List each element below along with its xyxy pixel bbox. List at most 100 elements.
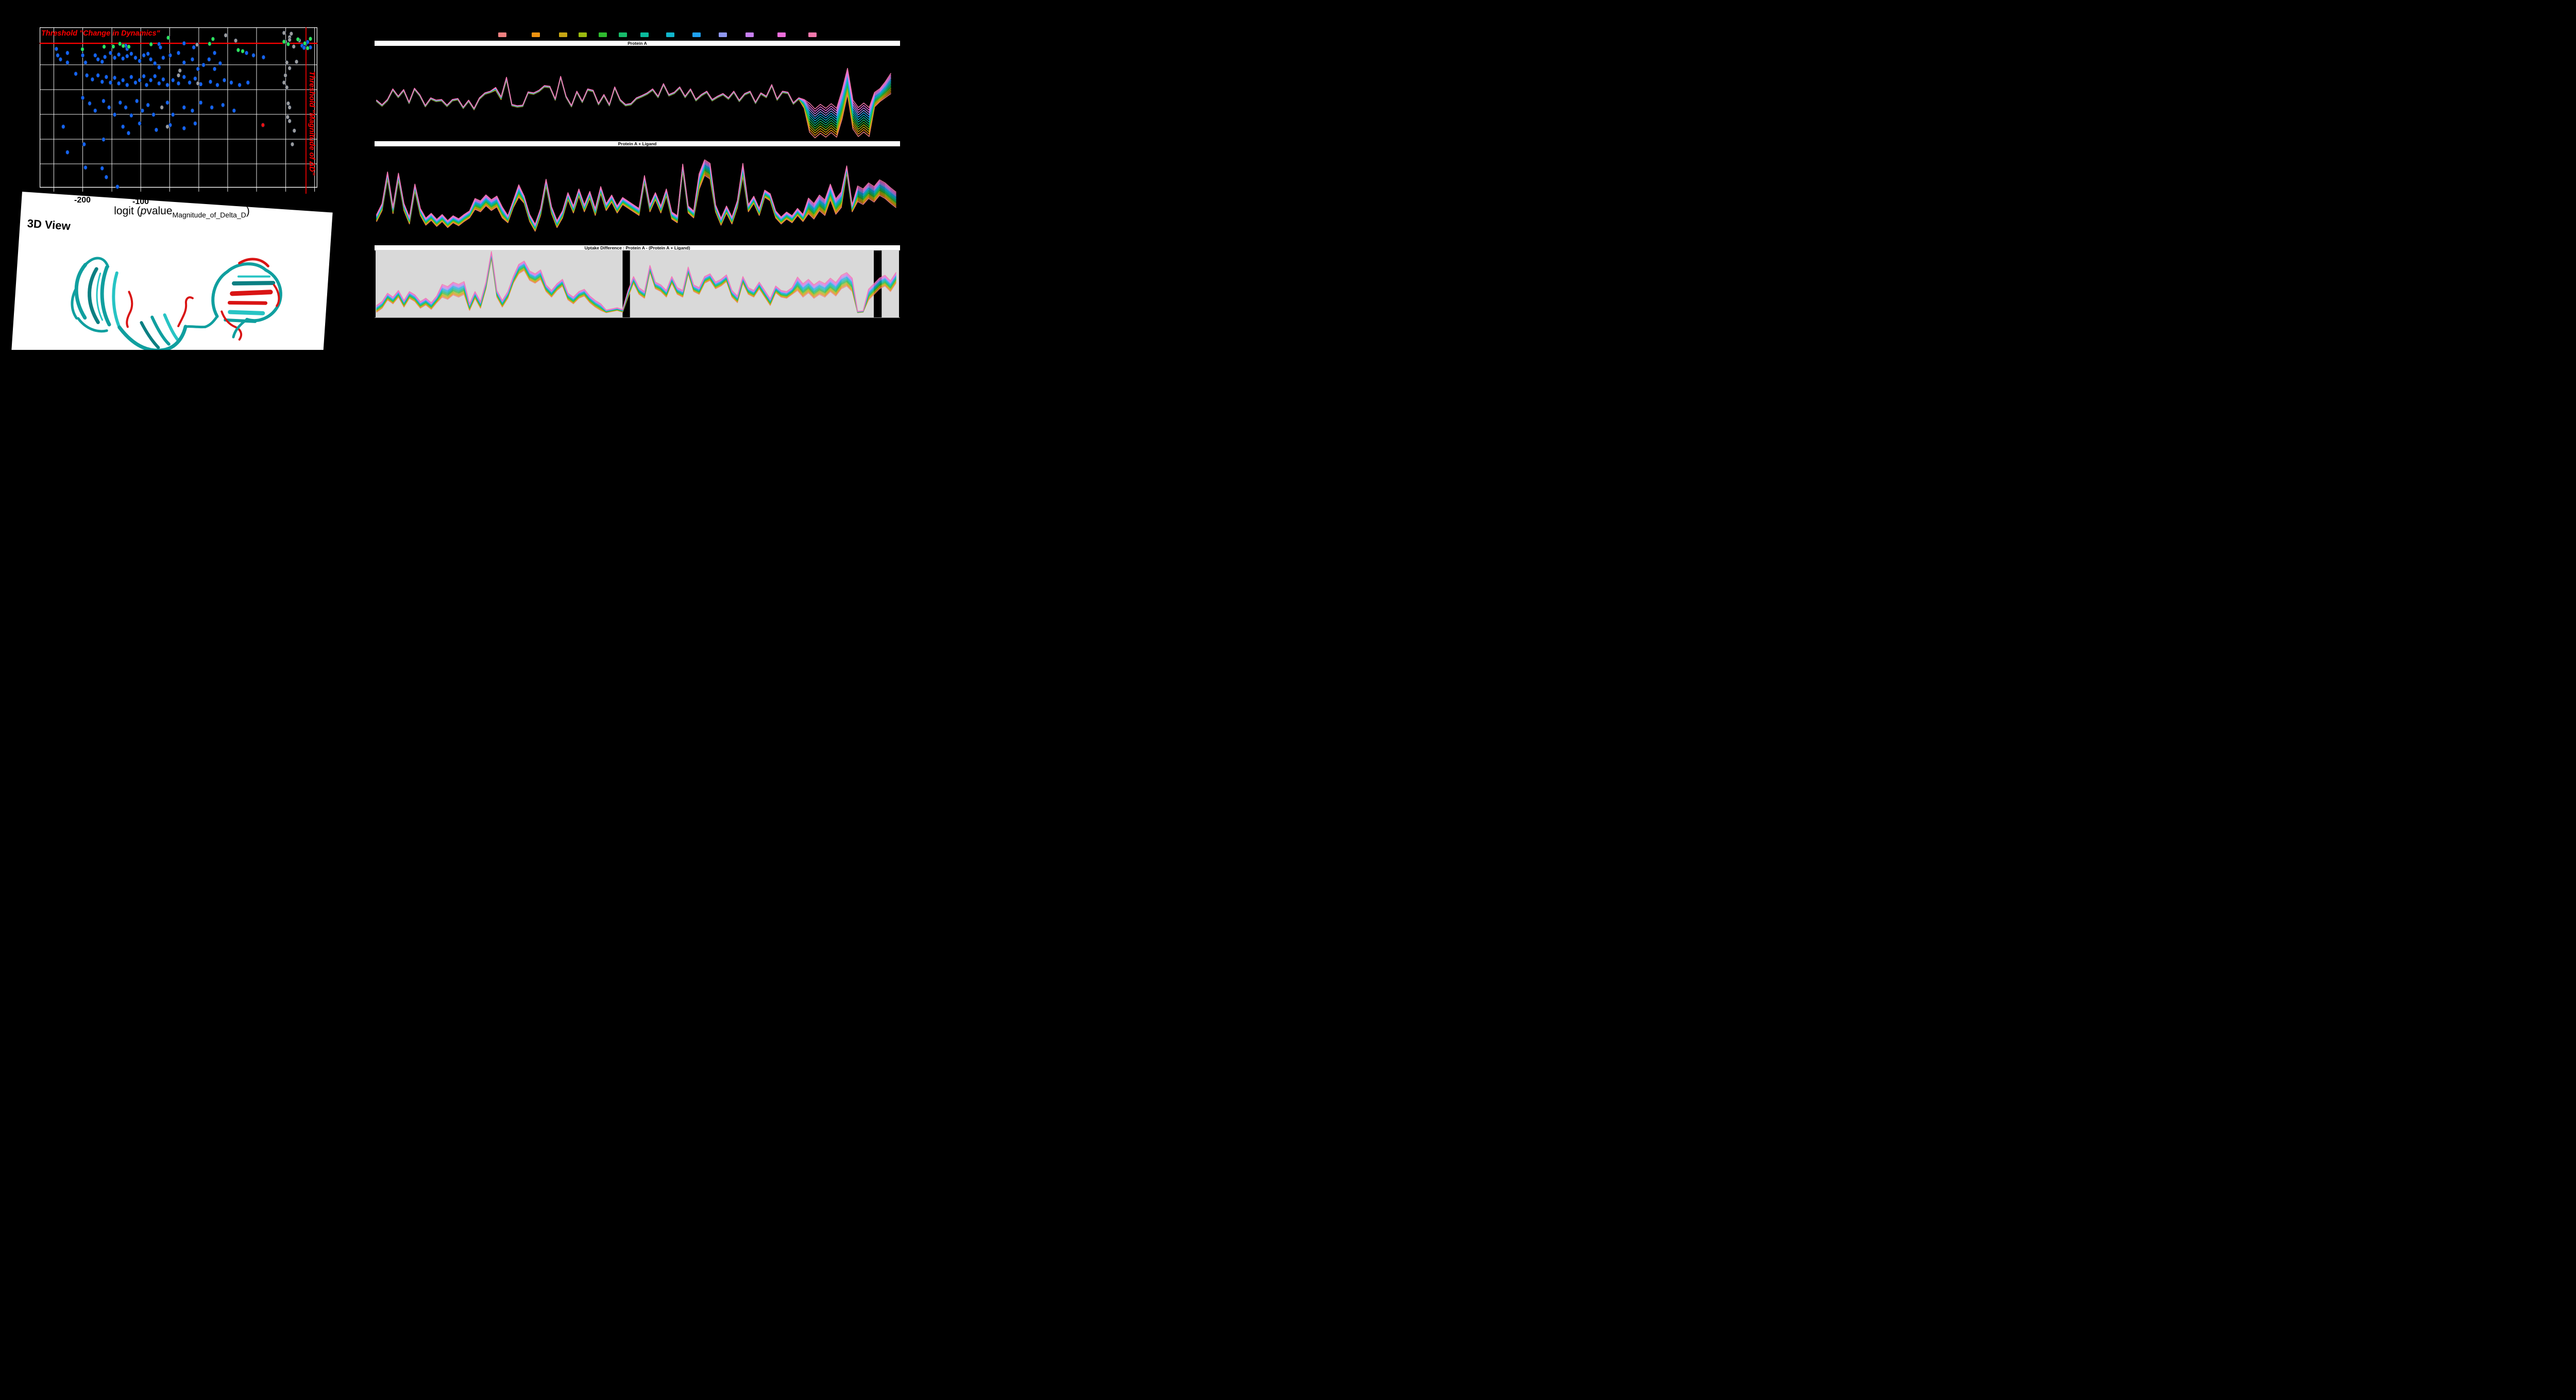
uptake-line-series-11[interactable] bbox=[376, 161, 896, 226]
scatter-point-blue[interactable] bbox=[251, 53, 256, 58]
scatter-point-gray[interactable] bbox=[233, 38, 238, 43]
legend-swatch-timepoint-12[interactable] bbox=[777, 32, 786, 37]
uptake-line-series-1[interactable] bbox=[376, 170, 896, 231]
uptake-line-series-2[interactable] bbox=[376, 170, 896, 231]
structure-viewer-card[interactable]: 3D View bbox=[10, 192, 333, 350]
scatter-point-blue[interactable] bbox=[61, 124, 65, 129]
scatter-point-blue[interactable] bbox=[129, 51, 133, 56]
scatter-point-blue[interactable] bbox=[142, 74, 146, 79]
scatter-point-green[interactable] bbox=[149, 42, 153, 47]
uptake-line-series-4[interactable] bbox=[376, 168, 896, 230]
uptake-line-series-12[interactable] bbox=[376, 70, 891, 112]
scatter-point-gray[interactable] bbox=[294, 59, 299, 64]
legend-swatch-timepoint-8[interactable] bbox=[666, 32, 674, 37]
scatter-point-blue[interactable] bbox=[165, 100, 170, 105]
scatter-point-blue[interactable] bbox=[148, 78, 153, 83]
scatter-point-blue[interactable] bbox=[146, 103, 150, 108]
scatter-point-green[interactable] bbox=[208, 41, 212, 46]
uptake-line-series-10[interactable] bbox=[376, 163, 896, 226]
scatter-point-green[interactable] bbox=[111, 44, 115, 49]
scatter-point-blue[interactable] bbox=[118, 100, 122, 105]
scatter-point-blue[interactable] bbox=[116, 81, 121, 86]
scatter-point-blue[interactable] bbox=[193, 121, 197, 126]
scatter-point-blue[interactable] bbox=[246, 80, 250, 85]
legend-swatch-timepoint-13[interactable] bbox=[808, 32, 817, 37]
scatter-point-red[interactable] bbox=[261, 123, 265, 128]
scatter-point-green[interactable] bbox=[306, 45, 310, 50]
scatter-point-green[interactable] bbox=[308, 36, 313, 41]
uptake-line-series-13[interactable] bbox=[376, 159, 896, 225]
scatter-point-blue[interactable] bbox=[96, 73, 100, 78]
scatter-point-blue[interactable] bbox=[100, 79, 104, 85]
scatter-point-gray[interactable] bbox=[292, 44, 296, 49]
uptake-line-series-7[interactable] bbox=[376, 166, 896, 228]
scatter-point-gray[interactable] bbox=[176, 73, 181, 78]
scatter-point-blue[interactable] bbox=[80, 95, 85, 100]
scatter-point-gray[interactable] bbox=[165, 124, 170, 129]
scatter-point-blue[interactable] bbox=[58, 57, 63, 62]
legend-swatch-timepoint-10[interactable] bbox=[719, 32, 727, 37]
scatter-point-blue[interactable] bbox=[125, 82, 129, 88]
scatter-point-blue[interactable] bbox=[229, 80, 233, 85]
uptake-line-series-8[interactable] bbox=[376, 165, 896, 228]
uptake-line-series-13[interactable] bbox=[376, 68, 891, 110]
scatter-point-blue[interactable] bbox=[212, 66, 217, 72]
scatter-point-blue[interactable] bbox=[161, 77, 165, 82]
scatter-point-gray[interactable] bbox=[160, 105, 164, 110]
scatter-point-blue[interactable] bbox=[192, 45, 196, 50]
scatter-point-blue[interactable] bbox=[176, 81, 181, 86]
scatter-point-blue[interactable] bbox=[88, 101, 92, 106]
uptake-line-series-5[interactable] bbox=[376, 168, 896, 229]
scatter-point-gray[interactable] bbox=[283, 73, 287, 78]
scatter-point-blue[interactable] bbox=[116, 52, 121, 57]
scatter-point-green[interactable] bbox=[80, 47, 84, 52]
scatter-point-blue[interactable] bbox=[157, 65, 161, 70]
scatter-point-blue[interactable] bbox=[190, 108, 195, 113]
scatter-point-blue[interactable] bbox=[93, 53, 97, 58]
scatter-point-blue[interactable] bbox=[121, 56, 125, 61]
scatter-point-green[interactable] bbox=[236, 47, 241, 53]
scatter-point-green[interactable] bbox=[286, 42, 291, 47]
uptake-chart-protein-a[interactable] bbox=[375, 45, 900, 140]
scatter-point-blue[interactable] bbox=[65, 50, 70, 56]
scatter-point-blue[interactable] bbox=[157, 81, 161, 86]
scatter-point-blue[interactable] bbox=[65, 60, 70, 65]
scatter-point-blue[interactable] bbox=[244, 50, 249, 56]
scatter-point-blue[interactable] bbox=[125, 54, 129, 59]
scatter-point-blue[interactable] bbox=[142, 53, 146, 58]
scatter-point-blue[interactable] bbox=[182, 60, 186, 65]
scatter-point-blue[interactable] bbox=[148, 57, 153, 62]
scatter-point-blue[interactable] bbox=[190, 57, 195, 62]
scatter-point-blue[interactable] bbox=[93, 108, 97, 113]
uptake-line-series-12[interactable] bbox=[376, 160, 896, 225]
scatter-point-blue[interactable] bbox=[65, 150, 70, 155]
scatter-point-gray[interactable] bbox=[282, 80, 286, 85]
scatter-point-blue[interactable] bbox=[83, 60, 88, 65]
scatter-point-gray[interactable] bbox=[290, 142, 295, 147]
legend-swatch-timepoint-1[interactable] bbox=[498, 32, 506, 37]
scatter-point-gray[interactable] bbox=[289, 31, 293, 36]
scatter-point-blue[interactable] bbox=[115, 184, 120, 189]
scatter-point-blue[interactable] bbox=[238, 82, 242, 88]
scatter-point-blue[interactable] bbox=[83, 165, 88, 170]
scatter-point-blue[interactable] bbox=[107, 105, 111, 110]
scatter-point-blue[interactable] bbox=[108, 50, 113, 56]
scatter-point-blue[interactable] bbox=[74, 71, 78, 76]
scatter-point-blue[interactable] bbox=[144, 82, 149, 88]
scatter-point-gray[interactable] bbox=[196, 81, 200, 86]
scatter-point-gray[interactable] bbox=[285, 85, 289, 90]
scatter-point-blue[interactable] bbox=[212, 50, 217, 56]
scatter-point-blue[interactable] bbox=[171, 112, 175, 117]
scatter-point-green[interactable] bbox=[211, 37, 215, 42]
legend-swatch-timepoint-2[interactable] bbox=[532, 32, 540, 37]
scatter-point-blue[interactable] bbox=[100, 59, 104, 64]
scatter-point-gray[interactable] bbox=[178, 68, 182, 73]
scatter-point-blue[interactable] bbox=[146, 51, 150, 56]
uptake-line-series-6[interactable] bbox=[376, 167, 896, 229]
scatter-point-green[interactable] bbox=[282, 39, 286, 44]
scatter-point-blue[interactable] bbox=[80, 53, 85, 58]
scatter-point-green[interactable] bbox=[127, 44, 131, 49]
legend-swatch-timepoint-5[interactable] bbox=[598, 32, 607, 37]
scatter-point-blue[interactable] bbox=[182, 126, 186, 131]
scatter-point-blue[interactable] bbox=[112, 75, 117, 80]
